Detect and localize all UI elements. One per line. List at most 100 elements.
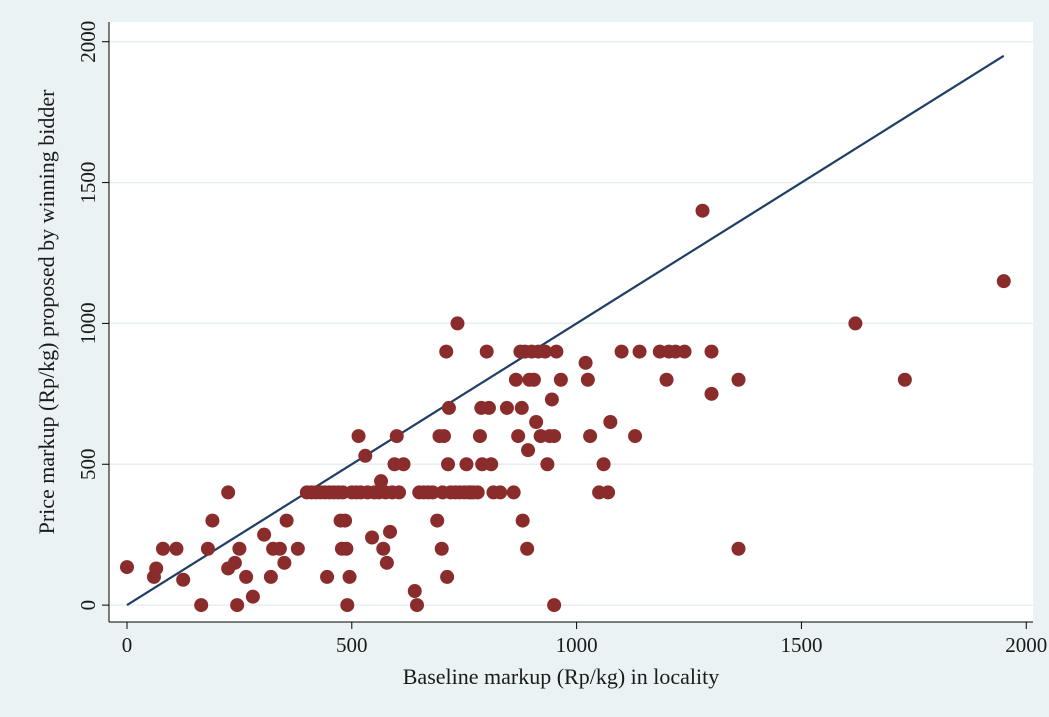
data-point bbox=[439, 344, 454, 359]
data-point bbox=[553, 372, 568, 387]
data-point bbox=[549, 344, 564, 359]
data-point bbox=[245, 589, 260, 604]
y-tick-label: 500 bbox=[76, 449, 100, 481]
data-point bbox=[205, 513, 220, 528]
data-point bbox=[383, 524, 398, 539]
x-tick-label: 1500 bbox=[780, 633, 822, 657]
x-ticks: 0 500 1000 1500 2000 bbox=[122, 622, 1047, 657]
data-point bbox=[149, 561, 164, 576]
data-point bbox=[410, 598, 424, 613]
data-point bbox=[358, 448, 373, 463]
data-point bbox=[176, 572, 191, 587]
data-point bbox=[221, 485, 236, 500]
data-point bbox=[459, 457, 474, 472]
data-point bbox=[263, 569, 278, 584]
data-point bbox=[257, 527, 272, 542]
x-tick-label: 2000 bbox=[1005, 633, 1047, 657]
data-point bbox=[521, 443, 536, 458]
data-point bbox=[614, 344, 629, 359]
data-point bbox=[695, 203, 710, 218]
data-point bbox=[272, 541, 287, 556]
data-point bbox=[677, 344, 692, 359]
data-point bbox=[376, 541, 391, 556]
y-tick-label: 2000 bbox=[76, 21, 100, 63]
data-point bbox=[540, 457, 555, 472]
data-point bbox=[194, 598, 209, 613]
reference-line bbox=[126, 54, 1005, 607]
data-point bbox=[632, 344, 647, 359]
data-point bbox=[544, 392, 559, 407]
data-point bbox=[239, 569, 254, 584]
data-point bbox=[472, 429, 487, 444]
x-axis-label: Baseline markup (Rp/kg) in locality bbox=[403, 664, 720, 689]
data-point bbox=[379, 555, 394, 570]
data-point bbox=[392, 485, 407, 500]
data-point bbox=[704, 386, 719, 401]
x-tick-label: 1000 bbox=[556, 633, 598, 657]
data-point bbox=[374, 474, 389, 489]
data-point bbox=[481, 400, 496, 415]
data-point bbox=[169, 541, 184, 556]
data-point bbox=[499, 400, 514, 415]
data-points bbox=[119, 203, 1011, 613]
data-point bbox=[484, 457, 499, 472]
data-point bbox=[529, 415, 544, 429]
y-tick-label: 0 bbox=[76, 600, 100, 611]
data-point bbox=[389, 429, 404, 444]
data-point bbox=[436, 429, 451, 444]
y-tick-label: 1000 bbox=[76, 302, 100, 344]
y-tick-label: 1500 bbox=[76, 162, 100, 204]
data-point bbox=[520, 541, 535, 556]
data-point bbox=[290, 541, 305, 556]
data-point bbox=[277, 555, 292, 570]
data-point bbox=[511, 429, 526, 444]
data-point bbox=[119, 560, 134, 575]
data-point bbox=[342, 569, 357, 584]
data-point bbox=[430, 513, 445, 528]
data-point bbox=[731, 372, 746, 387]
data-point bbox=[227, 555, 242, 570]
data-point bbox=[547, 429, 562, 444]
data-point bbox=[340, 598, 355, 613]
data-point bbox=[506, 485, 521, 500]
data-point bbox=[407, 584, 422, 599]
data-point bbox=[450, 316, 465, 331]
data-point bbox=[232, 541, 247, 556]
data-point bbox=[515, 513, 530, 528]
data-point bbox=[596, 457, 611, 472]
data-point bbox=[526, 372, 541, 387]
plot-area bbox=[109, 22, 1033, 622]
axes bbox=[108, 22, 1033, 623]
data-point bbox=[659, 372, 674, 387]
data-point bbox=[441, 457, 456, 472]
x-tick-label: 500 bbox=[336, 633, 368, 657]
data-point bbox=[628, 429, 643, 444]
data-point bbox=[603, 415, 618, 429]
data-point bbox=[848, 316, 863, 331]
data-point bbox=[441, 400, 456, 415]
data-point bbox=[425, 485, 440, 500]
y-axis-label: Price markup (Rp/kg) proposed by winning… bbox=[34, 89, 59, 534]
y-ticks: 0 500 1000 1500 2000 bbox=[76, 21, 109, 611]
data-point bbox=[339, 541, 354, 556]
data-point bbox=[508, 372, 523, 387]
data-point bbox=[320, 569, 335, 584]
data-point bbox=[578, 355, 593, 370]
data-point bbox=[704, 344, 719, 359]
data-point bbox=[351, 429, 366, 444]
data-point bbox=[601, 485, 616, 500]
data-point bbox=[493, 485, 508, 500]
data-point bbox=[514, 400, 529, 415]
data-point bbox=[338, 513, 353, 528]
data-point bbox=[365, 530, 380, 545]
data-point bbox=[279, 513, 294, 528]
data-point bbox=[200, 541, 215, 556]
data-point bbox=[731, 541, 746, 556]
data-point bbox=[440, 569, 455, 584]
data-point bbox=[897, 372, 912, 387]
data-point bbox=[230, 598, 245, 613]
data-point bbox=[470, 485, 485, 500]
data-point bbox=[580, 372, 595, 387]
data-point bbox=[479, 344, 494, 359]
